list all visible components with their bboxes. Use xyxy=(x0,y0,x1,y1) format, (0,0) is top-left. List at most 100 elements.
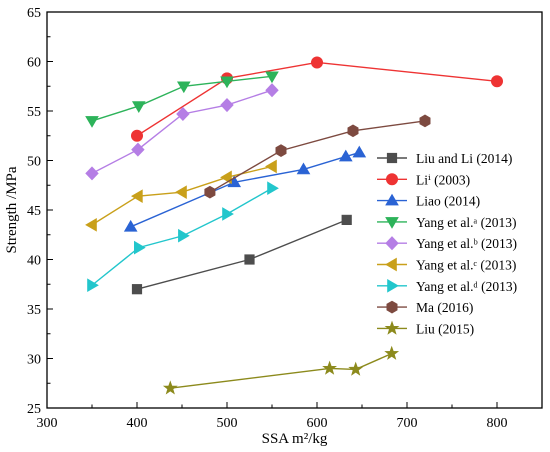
x-tick-label: 400 xyxy=(127,416,148,431)
legend-label: Liu (2015) xyxy=(416,321,474,336)
y-tick-label: 25 xyxy=(27,402,41,417)
legend-label: Yang et al.ᵃ (2013) xyxy=(416,215,517,230)
series-line xyxy=(136,61,498,137)
y-tick-label: 40 xyxy=(27,254,41,269)
data-point xyxy=(265,71,279,84)
data-point xyxy=(162,380,178,395)
y-tick-label: 50 xyxy=(27,155,41,170)
data-point xyxy=(265,159,277,174)
data-point xyxy=(419,114,431,128)
legend-marker xyxy=(385,173,398,186)
data-point xyxy=(134,240,146,255)
legend-item: Yang et al.ᵃ (2013) xyxy=(377,215,517,230)
x-tick-label: 500 xyxy=(217,416,238,431)
data-point xyxy=(267,181,279,196)
legend-item: Yang et al.ᵈ (2013) xyxy=(377,279,517,294)
legend-label: Liⁱ (2003) xyxy=(416,172,470,187)
series-line xyxy=(209,120,426,193)
data-point xyxy=(275,144,287,157)
series-9 xyxy=(162,345,400,395)
legend-marker xyxy=(385,193,399,206)
legend-label: Yang et al.ᵈ (2013) xyxy=(416,279,517,294)
legend-marker xyxy=(385,217,399,229)
data-point xyxy=(220,76,234,89)
legend-marker xyxy=(386,300,398,314)
data-point xyxy=(176,106,190,122)
data-point xyxy=(175,185,187,200)
y-tick-label: 55 xyxy=(27,105,41,120)
data-point xyxy=(384,345,400,360)
x-tick-label: 700 xyxy=(397,416,418,431)
legend-marker xyxy=(384,320,400,335)
data-point xyxy=(322,360,338,375)
series-line xyxy=(170,352,392,389)
series-5 xyxy=(85,83,279,181)
legend-item: Yang et al.ᶜ (2013) xyxy=(377,258,516,273)
data-point xyxy=(220,98,234,113)
series-1 xyxy=(131,214,352,295)
legend: Liu and Li (2014) Liⁱ (2003) Liao (2014) Ya… xyxy=(377,151,517,336)
data-point xyxy=(204,185,216,199)
x-axis-label: SSA m²/kg xyxy=(262,431,328,447)
legend-label: Liao (2014) xyxy=(416,194,480,209)
data-point xyxy=(352,145,367,158)
data-point xyxy=(87,278,99,293)
data-point xyxy=(178,228,190,243)
data-point xyxy=(131,101,146,113)
data-point xyxy=(85,218,97,232)
data-point xyxy=(85,166,99,181)
data-point xyxy=(131,284,143,295)
data-point xyxy=(347,124,359,138)
series-4 xyxy=(85,71,279,128)
series-2 xyxy=(131,56,503,142)
legend-item: Liao (2014) xyxy=(377,194,480,209)
legend-marker xyxy=(385,236,399,251)
data-point xyxy=(341,214,352,226)
data-point xyxy=(490,75,503,88)
series-8 xyxy=(204,114,431,199)
legend-label: Yang et al.ᵇ (2013) xyxy=(416,236,517,251)
legend-label: Ma (2016) xyxy=(416,300,473,315)
plot-frame xyxy=(46,11,543,409)
series-line xyxy=(130,151,360,228)
data-point xyxy=(176,81,191,94)
data-point xyxy=(244,254,255,265)
data-point xyxy=(338,149,353,162)
legend-item: Liu (2015) xyxy=(377,320,474,336)
data-point xyxy=(131,142,145,157)
series-line xyxy=(91,89,273,174)
y-tick-label: 45 xyxy=(27,204,41,219)
data-point xyxy=(296,162,311,175)
legend-label: Liu and Li (2014) xyxy=(416,151,512,166)
series-layer xyxy=(85,56,503,395)
series-7 xyxy=(87,181,279,293)
axes: 300 400 500 600 700 800 25 30 35 40 45 50 55 60 65 xyxy=(27,6,543,431)
legend-item: Ma (2016) xyxy=(377,300,473,315)
series-3 xyxy=(123,145,367,232)
y-tick-label: 35 xyxy=(27,303,41,318)
y-axis-label: Strength /MPa xyxy=(4,166,20,253)
x-tick-label: 600 xyxy=(307,416,328,431)
legend-item: Liⁱ (2003) xyxy=(377,172,470,187)
y-tick-label: 60 xyxy=(27,56,41,71)
data-point xyxy=(131,129,144,142)
data-point xyxy=(222,207,234,221)
legend-item: Yang et al.ᵇ (2013) xyxy=(377,236,517,251)
data-point xyxy=(310,56,323,69)
x-tick-label: 800 xyxy=(487,416,508,431)
legend-marker xyxy=(387,278,399,293)
series-line xyxy=(136,219,347,290)
legend-marker xyxy=(385,257,397,272)
data-point xyxy=(265,83,279,98)
y-tick-label: 30 xyxy=(27,353,41,368)
legend-label: Yang et al.ᶜ (2013) xyxy=(416,258,516,273)
y-tick-label: 65 xyxy=(27,6,41,21)
data-point xyxy=(348,361,364,376)
x-tick-label: 300 xyxy=(37,416,58,431)
legend-marker xyxy=(386,152,398,164)
series-6 xyxy=(85,159,277,232)
data-point xyxy=(131,189,143,203)
data-point xyxy=(123,219,138,232)
data-point xyxy=(85,116,99,128)
